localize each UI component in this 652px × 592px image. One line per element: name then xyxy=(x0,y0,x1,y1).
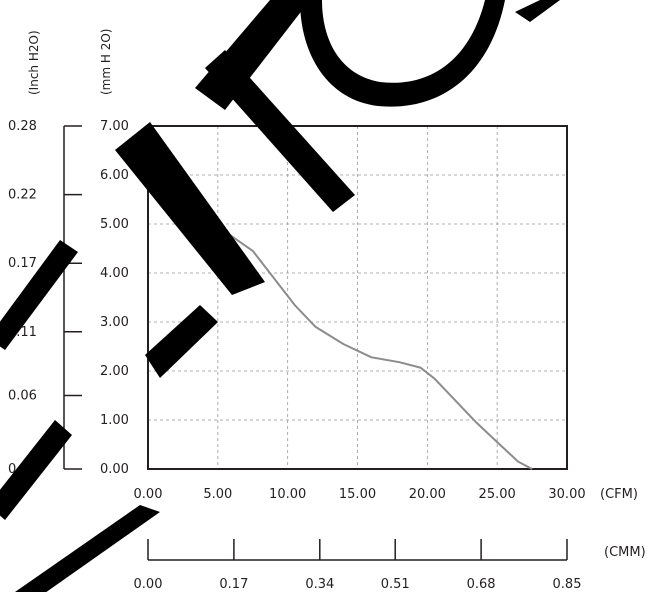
y2-tick-label: 0.17 xyxy=(8,256,37,271)
x2-tick-label: 0.51 xyxy=(381,577,410,592)
watermark-piece-9 xyxy=(300,0,505,107)
y-tick-label: 2.00 xyxy=(100,364,129,379)
watermark-piece-5 xyxy=(205,50,355,212)
watermark-piece-7 xyxy=(195,0,310,110)
y-tick-label: 4.00 xyxy=(100,266,129,281)
watermark-piece-1 xyxy=(15,505,160,592)
y-tick-label: 7.00 xyxy=(100,119,129,134)
watermark-piece-3 xyxy=(0,240,78,350)
y2-tick-label: 0.28 xyxy=(8,119,37,134)
x2-tick-label: 0.34 xyxy=(305,577,334,592)
x-tick-label: 30.00 xyxy=(548,487,585,502)
ylabel-mm: (mm H 2O) xyxy=(99,29,113,95)
x-tick-label: 20.00 xyxy=(409,487,446,502)
x2-tick-label: 0.00 xyxy=(134,577,163,592)
x-tick-label: 25.00 xyxy=(479,487,516,502)
xlabel-cmm: (CMM) xyxy=(604,545,646,560)
x2-tick-label: 0.68 xyxy=(467,577,496,592)
y2-tick-label: 0.06 xyxy=(8,389,37,404)
xlabel-cfm: (CFM) xyxy=(600,487,638,502)
x-tick-label: 0.00 xyxy=(134,487,163,502)
x-tick-label: 10.00 xyxy=(269,487,306,502)
watermark-piece-4 xyxy=(115,122,265,295)
y-tick-label: 1.00 xyxy=(100,413,129,428)
y2-tick-label: 0.22 xyxy=(8,188,37,203)
x-tick-label: 5.00 xyxy=(203,487,232,502)
watermark-piece-8 xyxy=(515,0,560,22)
cmm-axis xyxy=(147,539,568,561)
ylabel-inch: (Inch H2O) xyxy=(27,30,41,95)
y-tick-label: 5.00 xyxy=(100,217,129,232)
watermark-piece-6 xyxy=(145,305,218,378)
y-tick-label: 6.00 xyxy=(100,168,129,183)
grid-lines xyxy=(148,126,567,469)
x-tick-label: 15.00 xyxy=(339,487,376,502)
x2-tick-label: 0.85 xyxy=(553,577,582,592)
y-tick-label: 0.00 xyxy=(100,462,129,477)
plot-frame xyxy=(147,125,568,470)
watermark-piece-2 xyxy=(0,420,72,520)
watermark-stroke xyxy=(0,0,560,592)
inch-h2o-axis xyxy=(63,125,82,470)
y-tick-label: 3.00 xyxy=(100,315,129,330)
x2-tick-label: 0.17 xyxy=(219,577,248,592)
tick-labels: 0.00 5.00 10.00 15.00 20.00 25.00 30.00 0.00 1.0… xyxy=(8,119,586,592)
